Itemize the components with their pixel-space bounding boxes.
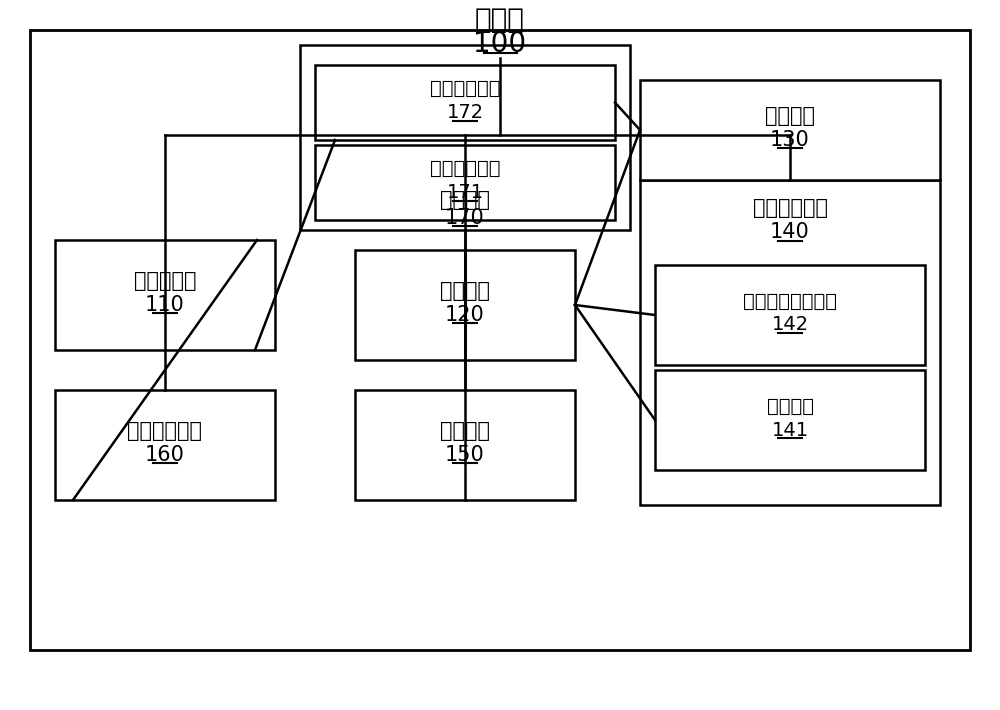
Text: 通信模块: 通信模块: [765, 106, 815, 126]
Text: 车位锁: 车位锁: [475, 6, 525, 34]
Bar: [30, 30, 970, 650]
Text: 内部供电单元: 内部供电单元: [430, 79, 500, 98]
Text: 171: 171: [446, 183, 484, 202]
Text: 150: 150: [445, 445, 485, 465]
Text: 摄像单元: 摄像单元: [767, 396, 814, 415]
Bar: [640, 180, 940, 505]
Text: 控制模块: 控制模块: [440, 281, 490, 301]
Bar: [355, 390, 575, 500]
Text: 电子标签接收单元: 电子标签接收单元: [743, 292, 837, 310]
Text: 142: 142: [771, 315, 809, 334]
Bar: [640, 80, 940, 180]
Text: 信息采集模块: 信息采集模块: [753, 198, 828, 218]
Bar: [655, 370, 925, 470]
Text: 车位锁本体: 车位锁本体: [134, 271, 196, 291]
Text: 外部供电单元: 外部供电单元: [430, 159, 500, 178]
Bar: [300, 45, 630, 230]
Text: 电磁感应模块: 电磁感应模块: [128, 421, 202, 441]
Text: 130: 130: [770, 130, 810, 150]
Bar: [55, 390, 275, 500]
Bar: [55, 240, 275, 350]
Text: 141: 141: [771, 420, 809, 439]
Bar: [315, 65, 615, 140]
Text: 定位模块: 定位模块: [440, 421, 490, 441]
Text: 120: 120: [445, 305, 485, 325]
Bar: [655, 265, 925, 365]
Text: 172: 172: [446, 103, 484, 122]
Text: 100: 100: [473, 30, 527, 58]
Text: 170: 170: [445, 208, 485, 228]
Text: 140: 140: [770, 222, 810, 242]
Bar: [355, 250, 575, 360]
Text: 供电模块: 供电模块: [440, 190, 490, 210]
Text: 160: 160: [145, 445, 185, 465]
Bar: [315, 145, 615, 220]
Text: 110: 110: [145, 295, 185, 315]
